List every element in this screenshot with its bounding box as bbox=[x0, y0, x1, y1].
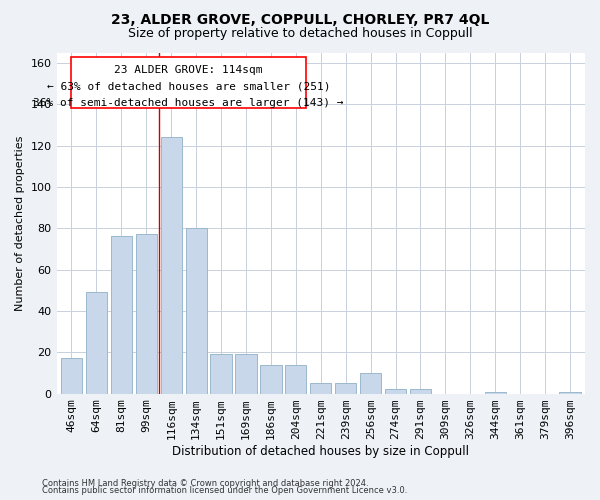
Bar bbox=[559, 392, 581, 394]
Text: Contains HM Land Registry data © Crown copyright and database right 2024.: Contains HM Land Registry data © Crown c… bbox=[42, 478, 368, 488]
Bar bbox=[335, 383, 356, 394]
Bar bbox=[385, 390, 406, 394]
Bar bbox=[86, 292, 107, 394]
Text: Size of property relative to detached houses in Coppull: Size of property relative to detached ho… bbox=[128, 28, 472, 40]
Bar bbox=[161, 138, 182, 394]
Bar bbox=[235, 354, 257, 394]
Text: 23 ALDER GROVE: 114sqm: 23 ALDER GROVE: 114sqm bbox=[115, 65, 263, 75]
Text: ← 63% of detached houses are smaller (251): ← 63% of detached houses are smaller (25… bbox=[47, 82, 331, 92]
FancyBboxPatch shape bbox=[71, 56, 306, 108]
Y-axis label: Number of detached properties: Number of detached properties bbox=[15, 136, 25, 310]
Bar bbox=[260, 364, 281, 394]
Bar bbox=[185, 228, 207, 394]
Bar bbox=[136, 234, 157, 394]
Bar bbox=[485, 392, 506, 394]
Bar bbox=[61, 358, 82, 394]
Text: Contains public sector information licensed under the Open Government Licence v3: Contains public sector information licen… bbox=[42, 486, 407, 495]
X-axis label: Distribution of detached houses by size in Coppull: Distribution of detached houses by size … bbox=[172, 444, 469, 458]
Bar bbox=[111, 236, 132, 394]
Bar bbox=[285, 364, 307, 394]
Text: 36% of semi-detached houses are larger (143) →: 36% of semi-detached houses are larger (… bbox=[34, 98, 344, 108]
Text: 23, ALDER GROVE, COPPULL, CHORLEY, PR7 4QL: 23, ALDER GROVE, COPPULL, CHORLEY, PR7 4… bbox=[111, 12, 489, 26]
Bar bbox=[360, 373, 381, 394]
Bar bbox=[410, 390, 431, 394]
Bar bbox=[310, 383, 331, 394]
Bar bbox=[211, 354, 232, 394]
